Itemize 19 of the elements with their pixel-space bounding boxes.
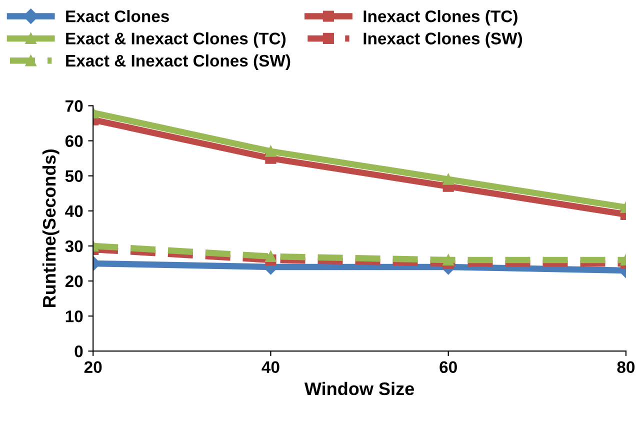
legend-label: Inexact Clones (SW) [364, 32, 522, 48]
y-tick-label: 10 [66, 310, 83, 322]
y-tick-label: 60 [65, 135, 83, 147]
y-tick-label: 40 [65, 205, 83, 218]
y-tick-label: 30 [65, 240, 83, 252]
y-tick-label: 0 [74, 345, 83, 358]
y-axis-title: Runtime(Seconds) [42, 150, 60, 307]
legend-label: Exact & Inexact Clones (TC) [66, 32, 286, 48]
legend-label: Inexact Clones (TC) [364, 10, 518, 26]
x-axis-title: Window Size [304, 382, 414, 396]
x-tick-label: 80 [617, 361, 635, 374]
legend-label: Exact Clones [66, 10, 169, 22]
y-tick-label: 20 [65, 275, 83, 288]
x-tick-label: 40 [262, 361, 280, 374]
x-tick-label: 20 [84, 361, 102, 374]
x-tick-label: 60 [440, 361, 457, 374]
legend-label: Exact & Inexact Clones (SW) [66, 54, 290, 70]
y-tick-label: 70 [66, 100, 83, 112]
y-tick-label: 50 [65, 170, 83, 182]
